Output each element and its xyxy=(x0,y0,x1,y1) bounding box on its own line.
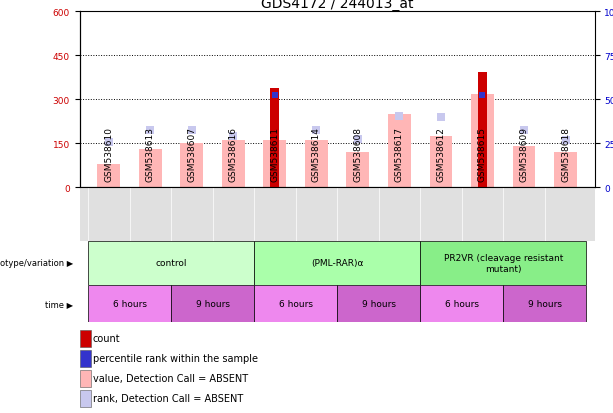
Bar xyxy=(270,88,280,188)
Bar xyxy=(346,153,369,188)
Text: control: control xyxy=(155,259,187,268)
Bar xyxy=(254,285,337,322)
Text: 6 hours: 6 hours xyxy=(279,299,313,308)
Bar xyxy=(478,72,487,188)
Bar xyxy=(420,242,586,285)
Bar xyxy=(512,147,535,188)
Bar xyxy=(254,242,420,285)
Text: genotype/variation ▶: genotype/variation ▶ xyxy=(0,259,74,268)
Bar xyxy=(88,242,254,285)
Bar xyxy=(88,285,171,322)
Text: 6 hours: 6 hours xyxy=(444,299,479,308)
Text: count: count xyxy=(93,334,120,344)
Text: 6 hours: 6 hours xyxy=(113,299,147,308)
Bar xyxy=(471,94,494,188)
Text: percentile rank within the sample: percentile rank within the sample xyxy=(93,354,257,363)
Bar xyxy=(80,350,91,367)
Text: rank, Detection Call = ABSENT: rank, Detection Call = ABSENT xyxy=(93,394,243,404)
Bar xyxy=(80,370,91,387)
Bar xyxy=(80,330,91,347)
Bar xyxy=(305,141,328,188)
Bar xyxy=(430,137,452,188)
Text: value, Detection Call = ABSENT: value, Detection Call = ABSENT xyxy=(93,373,248,383)
Bar xyxy=(222,141,245,188)
Bar xyxy=(171,285,254,322)
Bar xyxy=(337,285,420,322)
Bar xyxy=(80,390,91,407)
Text: (PML-RAR)α: (PML-RAR)α xyxy=(311,259,364,268)
Text: 9 hours: 9 hours xyxy=(362,299,395,308)
Bar xyxy=(503,285,586,322)
Bar xyxy=(554,153,577,188)
Bar xyxy=(97,164,120,188)
Text: 9 hours: 9 hours xyxy=(528,299,562,308)
Text: PR2VR (cleavage resistant
mutant): PR2VR (cleavage resistant mutant) xyxy=(444,254,563,273)
Bar xyxy=(388,115,411,188)
Bar xyxy=(420,285,503,322)
Bar xyxy=(264,141,286,188)
Title: GDS4172 / 244013_at: GDS4172 / 244013_at xyxy=(261,0,413,12)
Bar xyxy=(139,150,162,188)
Text: time ▶: time ▶ xyxy=(45,299,74,308)
Text: 9 hours: 9 hours xyxy=(196,299,230,308)
Bar xyxy=(180,144,204,188)
